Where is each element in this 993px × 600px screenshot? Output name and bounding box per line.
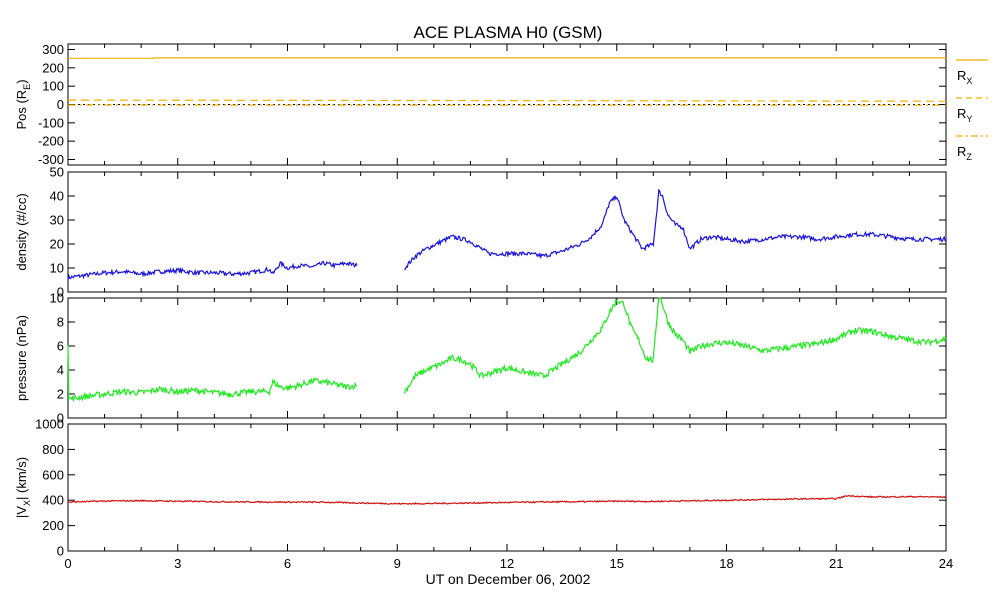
x-axis-label: UT on December 06, 2002 <box>426 571 591 587</box>
position-ytick-label: -200 <box>38 134 64 149</box>
figure-title: ACE PLASMA H0 (GSM) <box>414 23 603 42</box>
x-tick-label: 6 <box>284 556 291 571</box>
legend-label-main: R <box>957 106 966 121</box>
density-ylabel-main: density (#/cc) <box>14 193 29 270</box>
pressure-ytick-label: 8 <box>57 315 64 330</box>
legend-label-sub: Y <box>966 114 972 124</box>
density-ytick-label: 40 <box>50 189 64 204</box>
pressure-ylabel: pressure (nPa) <box>14 315 29 401</box>
x-tick-label: 9 <box>394 556 401 571</box>
velocity-ylabel-sub: X <box>22 500 32 506</box>
velocity-ylabel: |VX| (km/s) <box>14 457 32 518</box>
pressure-frame <box>67 297 947 419</box>
position-ytick-label: 300 <box>42 42 64 57</box>
density-series-1 <box>404 188 947 271</box>
position-ylabel-sub: E <box>22 84 32 90</box>
pressure-ytick-label: 2 <box>57 387 64 402</box>
legend-label-x: RX <box>957 68 972 86</box>
velocity-frame <box>67 423 947 552</box>
density-ytick-label: 0 <box>57 285 64 300</box>
position-ytick-label: -100 <box>38 115 64 130</box>
legend-label-sub: Z <box>966 152 972 162</box>
legend-label-sub: X <box>966 76 972 86</box>
x-tick-label: 21 <box>829 556 843 571</box>
panel-velocity: 0 200 400 600 800 1000 |VX| (km/s) <box>14 417 947 559</box>
position-ylabel-tail: ) <box>14 79 29 83</box>
density-series-0 <box>67 260 358 280</box>
density-ytick-label: 30 <box>50 213 64 228</box>
density-ytick-label: 10 <box>50 261 64 276</box>
panel-density: 0 10 20 30 40 50 density (#/cc) <box>14 165 947 300</box>
position-ytick-label: -300 <box>38 152 64 167</box>
density-ytick-label: 50 <box>50 165 64 180</box>
pressure-series-0 <box>67 345 358 402</box>
position-ylabel: Pos (RE) <box>14 79 32 129</box>
x-tick-label: 3 <box>174 556 181 571</box>
x-tick-label: 15 <box>610 556 624 571</box>
velocity-ytick-label: 1000 <box>35 417 64 432</box>
position-ytick-label: 0 <box>57 97 64 112</box>
pressure-ytick-label: 0 <box>57 411 64 426</box>
legend-label-y: RY <box>957 106 972 124</box>
velocity-ytick-label: 200 <box>42 518 64 533</box>
velocity-ytick-label: 600 <box>42 467 64 482</box>
density-frame <box>67 171 947 293</box>
velocity-ylabel-main: |V <box>14 506 29 518</box>
x-tick-label: 12 <box>500 556 514 571</box>
density-ytick-label: 20 <box>50 237 64 252</box>
pressure-series-1 <box>404 297 947 394</box>
position-series-y <box>67 99 947 102</box>
panel-pressure: 0 2 4 6 8 10 pressure (nPa) <box>14 291 947 426</box>
pressure-ytick-label: 10 <box>50 291 64 306</box>
x-tick-label: 24 <box>939 556 953 571</box>
pressure-ylabel-main: pressure (nPa) <box>14 315 29 401</box>
legend-label-z: RZ <box>957 144 972 162</box>
velocity-ytick-label: 0 <box>57 544 64 559</box>
velocity-ytick-label: 800 <box>42 442 64 457</box>
pressure-ytick-label: 6 <box>57 339 64 354</box>
position-ytick-label: 200 <box>42 60 64 75</box>
pressure-ytick-label: 4 <box>57 363 64 378</box>
x-tick-label: 18 <box>719 556 733 571</box>
legend-label-main: R <box>957 144 966 159</box>
velocity-ylabel-tail: | (km/s) <box>14 457 29 500</box>
legend-label-main: R <box>957 68 966 83</box>
position-ytick-label: 100 <box>42 79 64 94</box>
velocity-series-0 <box>67 494 947 506</box>
position-ylabel-main: Pos (R <box>14 90 29 130</box>
velocity-ytick-label: 400 <box>42 493 64 508</box>
x-tick-label: 0 <box>64 556 71 571</box>
density-ylabel: density (#/cc) <box>14 193 29 270</box>
